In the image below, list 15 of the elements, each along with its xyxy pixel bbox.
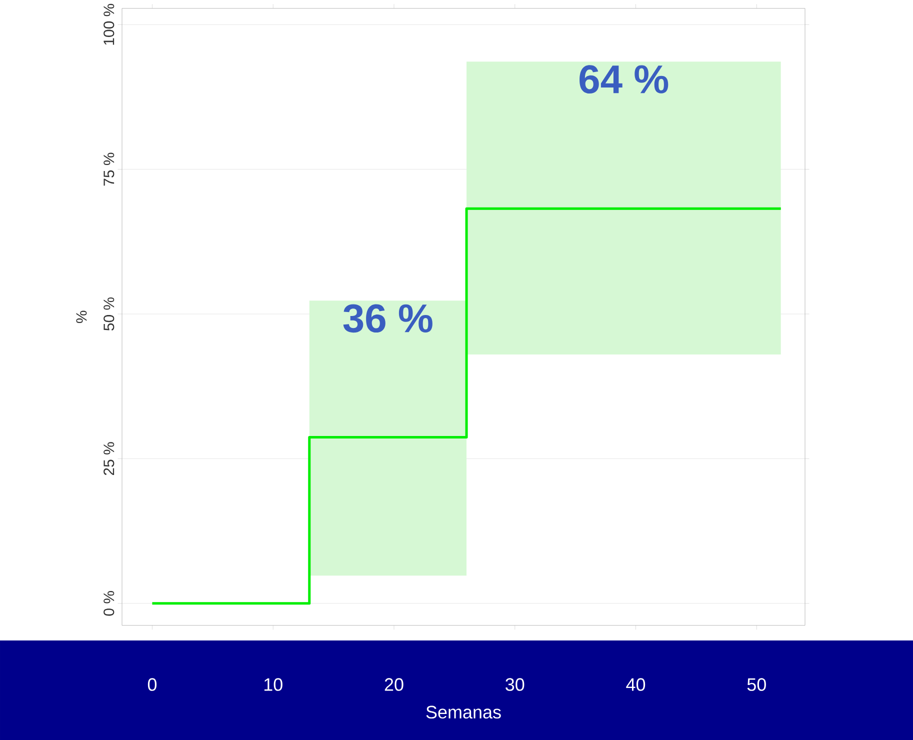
- y-tick-label: 25 %: [104, 442, 114, 475]
- annotation: 64 %: [580, 64, 668, 94]
- x-tick-label: 50: [747, 678, 766, 691]
- x-tick-label: 30: [506, 678, 524, 691]
- annotation: 36 %: [343, 304, 432, 332]
- x-tick-label: 0: [148, 678, 157, 691]
- y-tick-label: 75 %: [104, 152, 114, 186]
- x-tick-label: 10: [264, 678, 282, 691]
- x-tick-label: 20: [384, 678, 404, 691]
- y-axis-title: %: [76, 310, 87, 323]
- y-tick-label: 0 %: [104, 590, 114, 616]
- x-tick-label: 40: [626, 678, 646, 691]
- x-axis-title: Semanas: [426, 706, 501, 718]
- y-tick-label: 100 %: [104, 4, 114, 45]
- y-tick-label: 50 %: [104, 297, 114, 330]
